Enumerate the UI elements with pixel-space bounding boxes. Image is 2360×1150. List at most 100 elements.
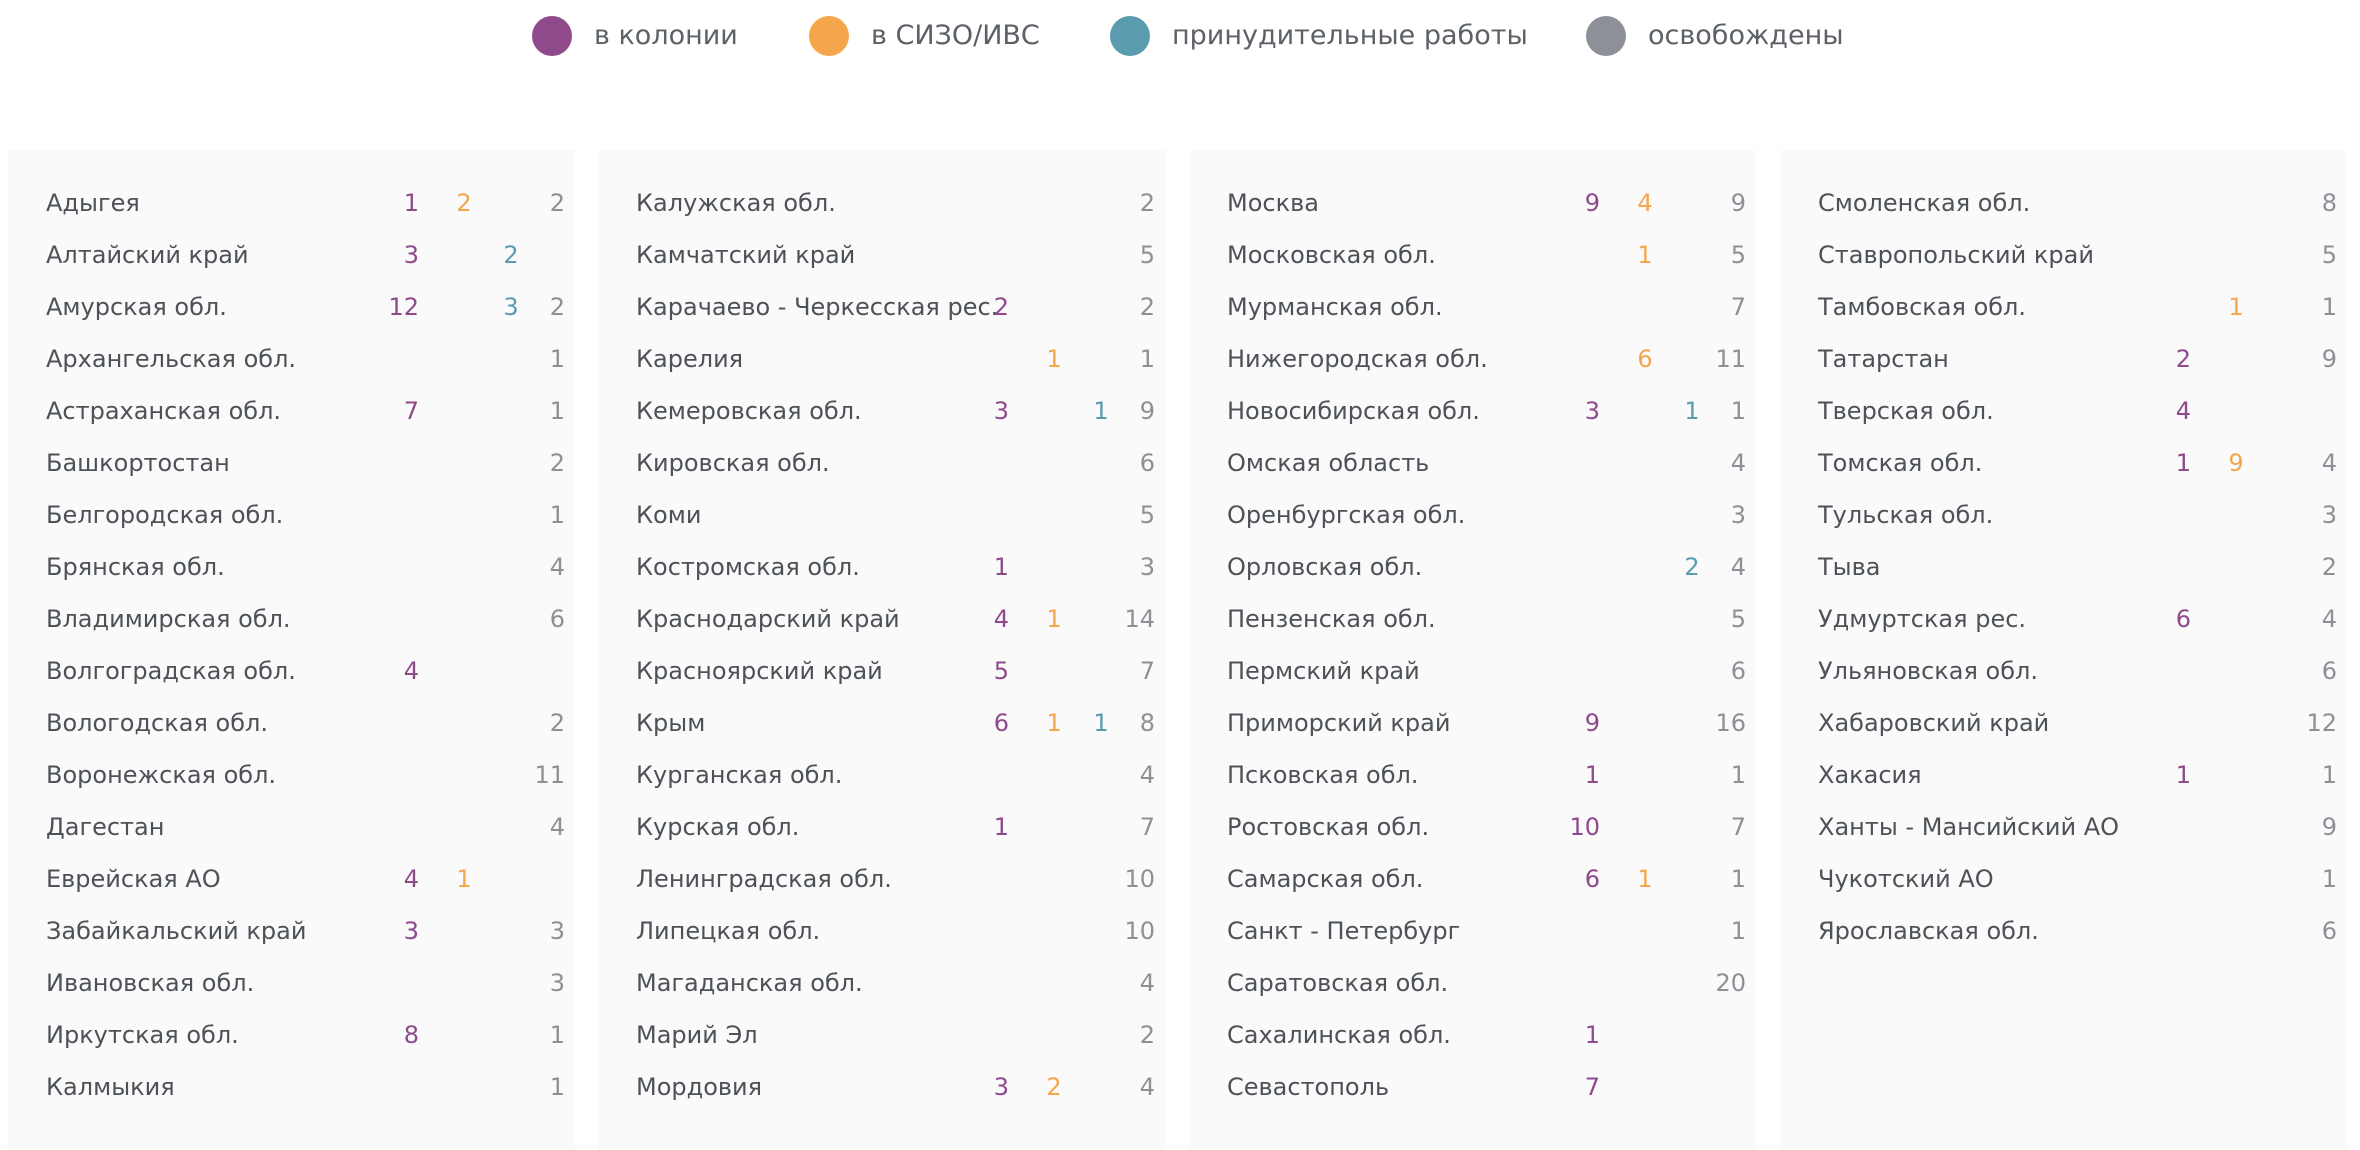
count: 16 (1715, 709, 1746, 737)
region-name: Владимирская обл. (46, 605, 291, 633)
region-name: Приморский край (1227, 709, 1451, 737)
region-name: Карелия (636, 345, 744, 373)
region-name: Орловская обл. (1227, 553, 1423, 581)
region-name: Красноярский край (636, 657, 883, 685)
region-name: Камчатский край (636, 241, 856, 269)
count: 11 (1715, 345, 1746, 373)
region-name: Алтайский край (46, 241, 249, 269)
region-name: Севастополь (1227, 1073, 1390, 1101)
count: 8 (1139, 709, 1155, 737)
count: 1 (1093, 709, 1109, 737)
count: 4 (1637, 189, 1653, 217)
region-name: Хакасия (1818, 761, 1922, 789)
region-name: Смоленская обл. (1818, 189, 2031, 217)
count: 1 (549, 397, 565, 425)
count: 2 (549, 449, 565, 477)
count: 1 (2175, 761, 2191, 789)
region-name: Татарстан (1818, 345, 1949, 373)
count: 3 (1139, 553, 1155, 581)
legend-label: в СИЗО/ИВС (871, 20, 1040, 51)
region-name: Кемеровская обл. (636, 397, 862, 425)
count: 2 (1139, 189, 1155, 217)
count: 1 (2321, 865, 2337, 893)
count: 6 (2175, 605, 2191, 633)
legend-marker (1586, 16, 1626, 56)
count: 5 (1730, 241, 1746, 269)
region-name: Дагестан (46, 813, 165, 841)
count: 2 (1139, 293, 1155, 321)
count: 1 (549, 345, 565, 373)
count: 14 (1124, 605, 1155, 633)
region-name: Тамбовская обл. (1818, 293, 2027, 321)
count: 4 (2321, 605, 2337, 633)
count: 6 (993, 709, 1009, 737)
column-panel: Москва 9 4 9 Московская обл. 1 5 Мурманская обл… (1189, 150, 1756, 1150)
region-name: Белгородская обл. (46, 501, 284, 529)
region-name: Саратовская обл. (1227, 969, 1449, 997)
count: 3 (549, 969, 565, 997)
count: 1 (1584, 1021, 1600, 1049)
count: 6 (549, 605, 565, 633)
count: 1 (403, 189, 419, 217)
region-name: Удмуртская рес. (1818, 605, 2027, 633)
legend-label: принудительные работы (1172, 20, 1528, 51)
count: 1 (1139, 345, 1155, 373)
region-name: Брянская обл. (46, 553, 225, 581)
count: 2 (2321, 553, 2337, 581)
count: 7 (1139, 813, 1155, 841)
count: 1 (1730, 397, 1746, 425)
region-name: Ханты - Мансийский АО (1818, 813, 2120, 841)
region-name: Коми (636, 501, 702, 529)
region-name: Магаданская обл. (636, 969, 863, 997)
count: 4 (549, 813, 565, 841)
region-name: Амурская обл. (46, 293, 227, 321)
count: 6 (1139, 449, 1155, 477)
count: 3 (993, 1073, 1009, 1101)
region-name: Калмыкия (46, 1073, 175, 1101)
region-name: Липецкая обл. (636, 917, 821, 945)
count: 6 (2321, 917, 2337, 945)
count: 2 (1684, 553, 1700, 581)
count: 1 (1046, 605, 1062, 633)
count: 6 (1584, 865, 1600, 893)
region-name: Тверская обл. (1818, 397, 1994, 425)
count: 1 (2321, 293, 2337, 321)
count: 2 (503, 241, 519, 269)
count: 11 (534, 761, 565, 789)
count: 9 (1584, 709, 1600, 737)
count: 4 (2321, 449, 2337, 477)
region-name: Ульяновская обл. (1818, 657, 2038, 685)
region-name: Ярославская обл. (1818, 917, 2039, 945)
count: 9 (1584, 189, 1600, 217)
count: 3 (403, 241, 419, 269)
count: 5 (1139, 501, 1155, 529)
count: 4 (549, 553, 565, 581)
count: 1 (1730, 761, 1746, 789)
count: 4 (1139, 761, 1155, 789)
legend-label: освобождены (1648, 20, 1844, 51)
region-name: Курская обл. (636, 813, 800, 841)
count: 10 (1124, 865, 1155, 893)
count: 3 (2321, 501, 2337, 529)
count: 1 (1637, 865, 1653, 893)
count: 9 (1139, 397, 1155, 425)
count: 5 (2321, 241, 2337, 269)
count: 1 (1046, 709, 1062, 737)
count: 1 (549, 1021, 565, 1049)
region-name: Новосибирская обл. (1227, 397, 1480, 425)
count: 3 (1730, 501, 1746, 529)
count: 7 (1584, 1073, 1600, 1101)
count: 12 (2306, 709, 2337, 737)
region-name: Мордовия (636, 1073, 763, 1101)
count: 20 (1715, 969, 1746, 997)
count: 2 (2175, 345, 2191, 373)
region-name: Ленинградская обл. (636, 865, 892, 893)
count: 4 (1139, 969, 1155, 997)
region-name: Самарская обл. (1227, 865, 1424, 893)
count: 7 (1139, 657, 1155, 685)
count: 8 (2321, 189, 2337, 217)
count: 1 (993, 813, 1009, 841)
region-name: Вологодская обл. (46, 709, 268, 737)
count: 1 (2321, 761, 2337, 789)
